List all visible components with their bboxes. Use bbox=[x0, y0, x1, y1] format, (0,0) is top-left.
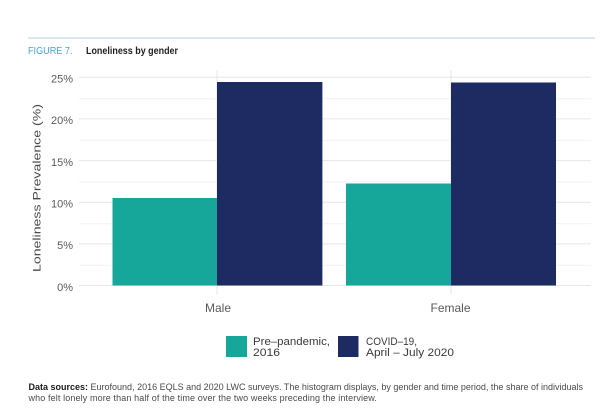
svg-text:April – July 2020: April – July 2020 bbox=[366, 347, 454, 359]
svg-text:15%: 15% bbox=[51, 157, 73, 169]
svg-text:5%: 5% bbox=[57, 240, 73, 252]
svg-text:10%: 10% bbox=[51, 199, 73, 211]
svg-text:20%: 20% bbox=[51, 115, 73, 127]
svg-text:25%: 25% bbox=[51, 74, 73, 86]
svg-text:FIGURE 7.: FIGURE 7. bbox=[28, 45, 73, 57]
svg-text:COVID–19,: COVID–19, bbox=[366, 336, 417, 348]
svg-text:Female: Female bbox=[430, 301, 470, 315]
svg-text:Pre–pandemic,: Pre–pandemic, bbox=[253, 336, 330, 348]
svg-text:2016: 2016 bbox=[253, 347, 280, 359]
svg-text:Loneliness Prevalence (%): Loneliness Prevalence (%) bbox=[32, 104, 44, 272]
svg-text:Male: Male bbox=[205, 301, 231, 315]
svg-text:0%: 0% bbox=[57, 282, 73, 294]
svg-text:who felt lonely more than half: who felt lonely more than half of the ti… bbox=[28, 393, 378, 403]
svg-text:Loneliness by gender: Loneliness by gender bbox=[86, 45, 178, 57]
svg-text:Data sources: Eurofound, 2016: Data sources: Eurofound, 2016 EQLS and 2… bbox=[29, 382, 584, 392]
